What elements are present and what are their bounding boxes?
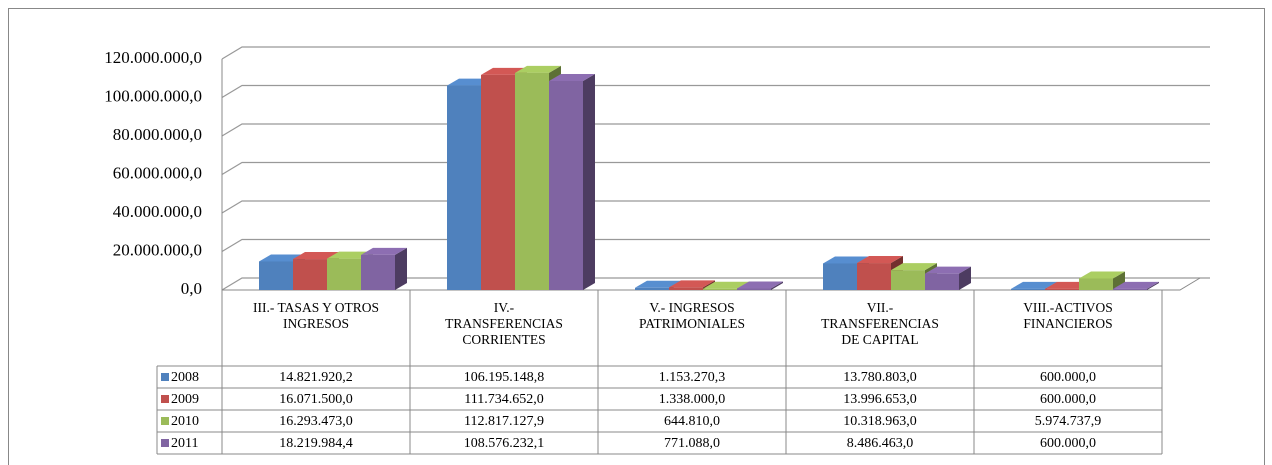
data-label: 111.734.652,0: [464, 392, 543, 407]
category-label: V.- INGRESOS PATRIMONIALES: [638, 300, 746, 331]
bar-side: [1113, 271, 1125, 290]
data-label: 1.338.000,0: [659, 392, 726, 407]
y-tick-label: 100.000.000,0: [104, 86, 202, 105]
bar: [857, 263, 891, 290]
bar-top: [857, 256, 903, 264]
y-tick-label: 20.000.000,0: [113, 240, 202, 259]
bar-top: [669, 280, 715, 288]
bar: [635, 287, 669, 290]
legend-label: 2009: [171, 392, 199, 407]
data-label: 18.219.984,4: [279, 436, 353, 451]
data-label: 16.293.473,0: [279, 414, 353, 429]
bar-side: [771, 281, 783, 290]
bar: [1079, 278, 1113, 290]
bar-top: [361, 247, 407, 255]
bar-top: [1011, 281, 1057, 289]
bar-top: [1113, 281, 1159, 289]
data-label: 106.195.148,8: [464, 370, 545, 385]
bar-top: [635, 280, 681, 288]
bar: [823, 263, 857, 290]
frame: [8, 8, 1265, 465]
bar: [669, 287, 703, 290]
data-label: 14.821.920,2: [279, 370, 353, 385]
bar-side: [395, 247, 407, 290]
data-label: 600.000,0: [1040, 370, 1096, 385]
bar: [1113, 288, 1147, 290]
y-tick-label: 0,0: [181, 279, 202, 298]
bar-top: [823, 256, 869, 264]
category-label: III.- TASAS Y OTROS INGRESOS: [253, 300, 379, 331]
data-label: 8.486.463,0: [847, 436, 914, 451]
bar-top: [293, 252, 339, 260]
bar-top: [925, 266, 971, 274]
data-label: 600.000,0: [1040, 436, 1096, 451]
grid-line: [221, 123, 1210, 137]
legend-label: 2008: [171, 370, 199, 385]
category-label: VII.- TRANSFERENCIAS DE CAPITAL: [821, 300, 939, 347]
bar-top: [737, 281, 783, 289]
bar-top: [703, 281, 749, 289]
bar: [293, 259, 327, 290]
data-label: 600.000,0: [1040, 392, 1096, 407]
data-label: 5.974.737,9: [1035, 414, 1102, 429]
category-label: IV.- TRANSFERENCIAS CORRIENTES: [445, 300, 563, 347]
data-label: 112.817.127,9: [464, 414, 544, 429]
bar: [1011, 288, 1045, 290]
y-tick-label: 60.000.000,0: [113, 163, 202, 182]
legend-swatch: [161, 417, 169, 425]
legend-label: 2011: [171, 436, 198, 451]
bar: [703, 288, 737, 290]
bar: [327, 258, 361, 290]
grid-line: [221, 161, 1210, 176]
bar-top: [891, 263, 937, 271]
grid-line: [221, 238, 1210, 253]
bar: [549, 80, 583, 290]
data-label: 771.088,0: [664, 436, 720, 451]
y-tick-label: 40.000.000,0: [113, 202, 202, 221]
data-label: 13.996.653,0: [843, 392, 917, 407]
bar-top: [549, 73, 595, 81]
legend-swatch: [161, 395, 169, 403]
category-label: VIII.-ACTIVOS FINANCIEROS: [1023, 300, 1113, 331]
bar-side: [1147, 281, 1159, 290]
bar-top: [515, 65, 561, 73]
bar: [447, 85, 481, 290]
legend-label: 2010: [171, 414, 199, 429]
data-label: 13.780.803,0: [843, 370, 917, 385]
bar: [481, 74, 515, 290]
data-label: 1.153.270,3: [659, 370, 726, 385]
legend-swatch: [161, 439, 169, 447]
bar: [515, 72, 549, 290]
data-label: 644.810,0: [664, 414, 720, 429]
grid-line: [221, 84, 1210, 99]
data-label: 10.318.963,0: [843, 414, 917, 429]
grid-line: [221, 46, 1210, 60]
bar: [891, 270, 925, 290]
bar: [737, 288, 771, 290]
y-tick-label: 120.000.000,0: [104, 48, 202, 67]
bar-side: [583, 73, 595, 290]
bar: [361, 254, 395, 290]
y-tick-label: 80.000.000,0: [113, 125, 202, 144]
bar: [259, 261, 293, 290]
bar: [925, 273, 959, 290]
data-label: 108.576.232,1: [464, 436, 545, 451]
legend-swatch: [161, 373, 169, 381]
data-label: 16.071.500,0: [279, 392, 353, 407]
bar-top: [1079, 271, 1125, 279]
bar: [1045, 288, 1079, 290]
bar-side: [959, 266, 971, 290]
grid-line: [221, 200, 1210, 214]
